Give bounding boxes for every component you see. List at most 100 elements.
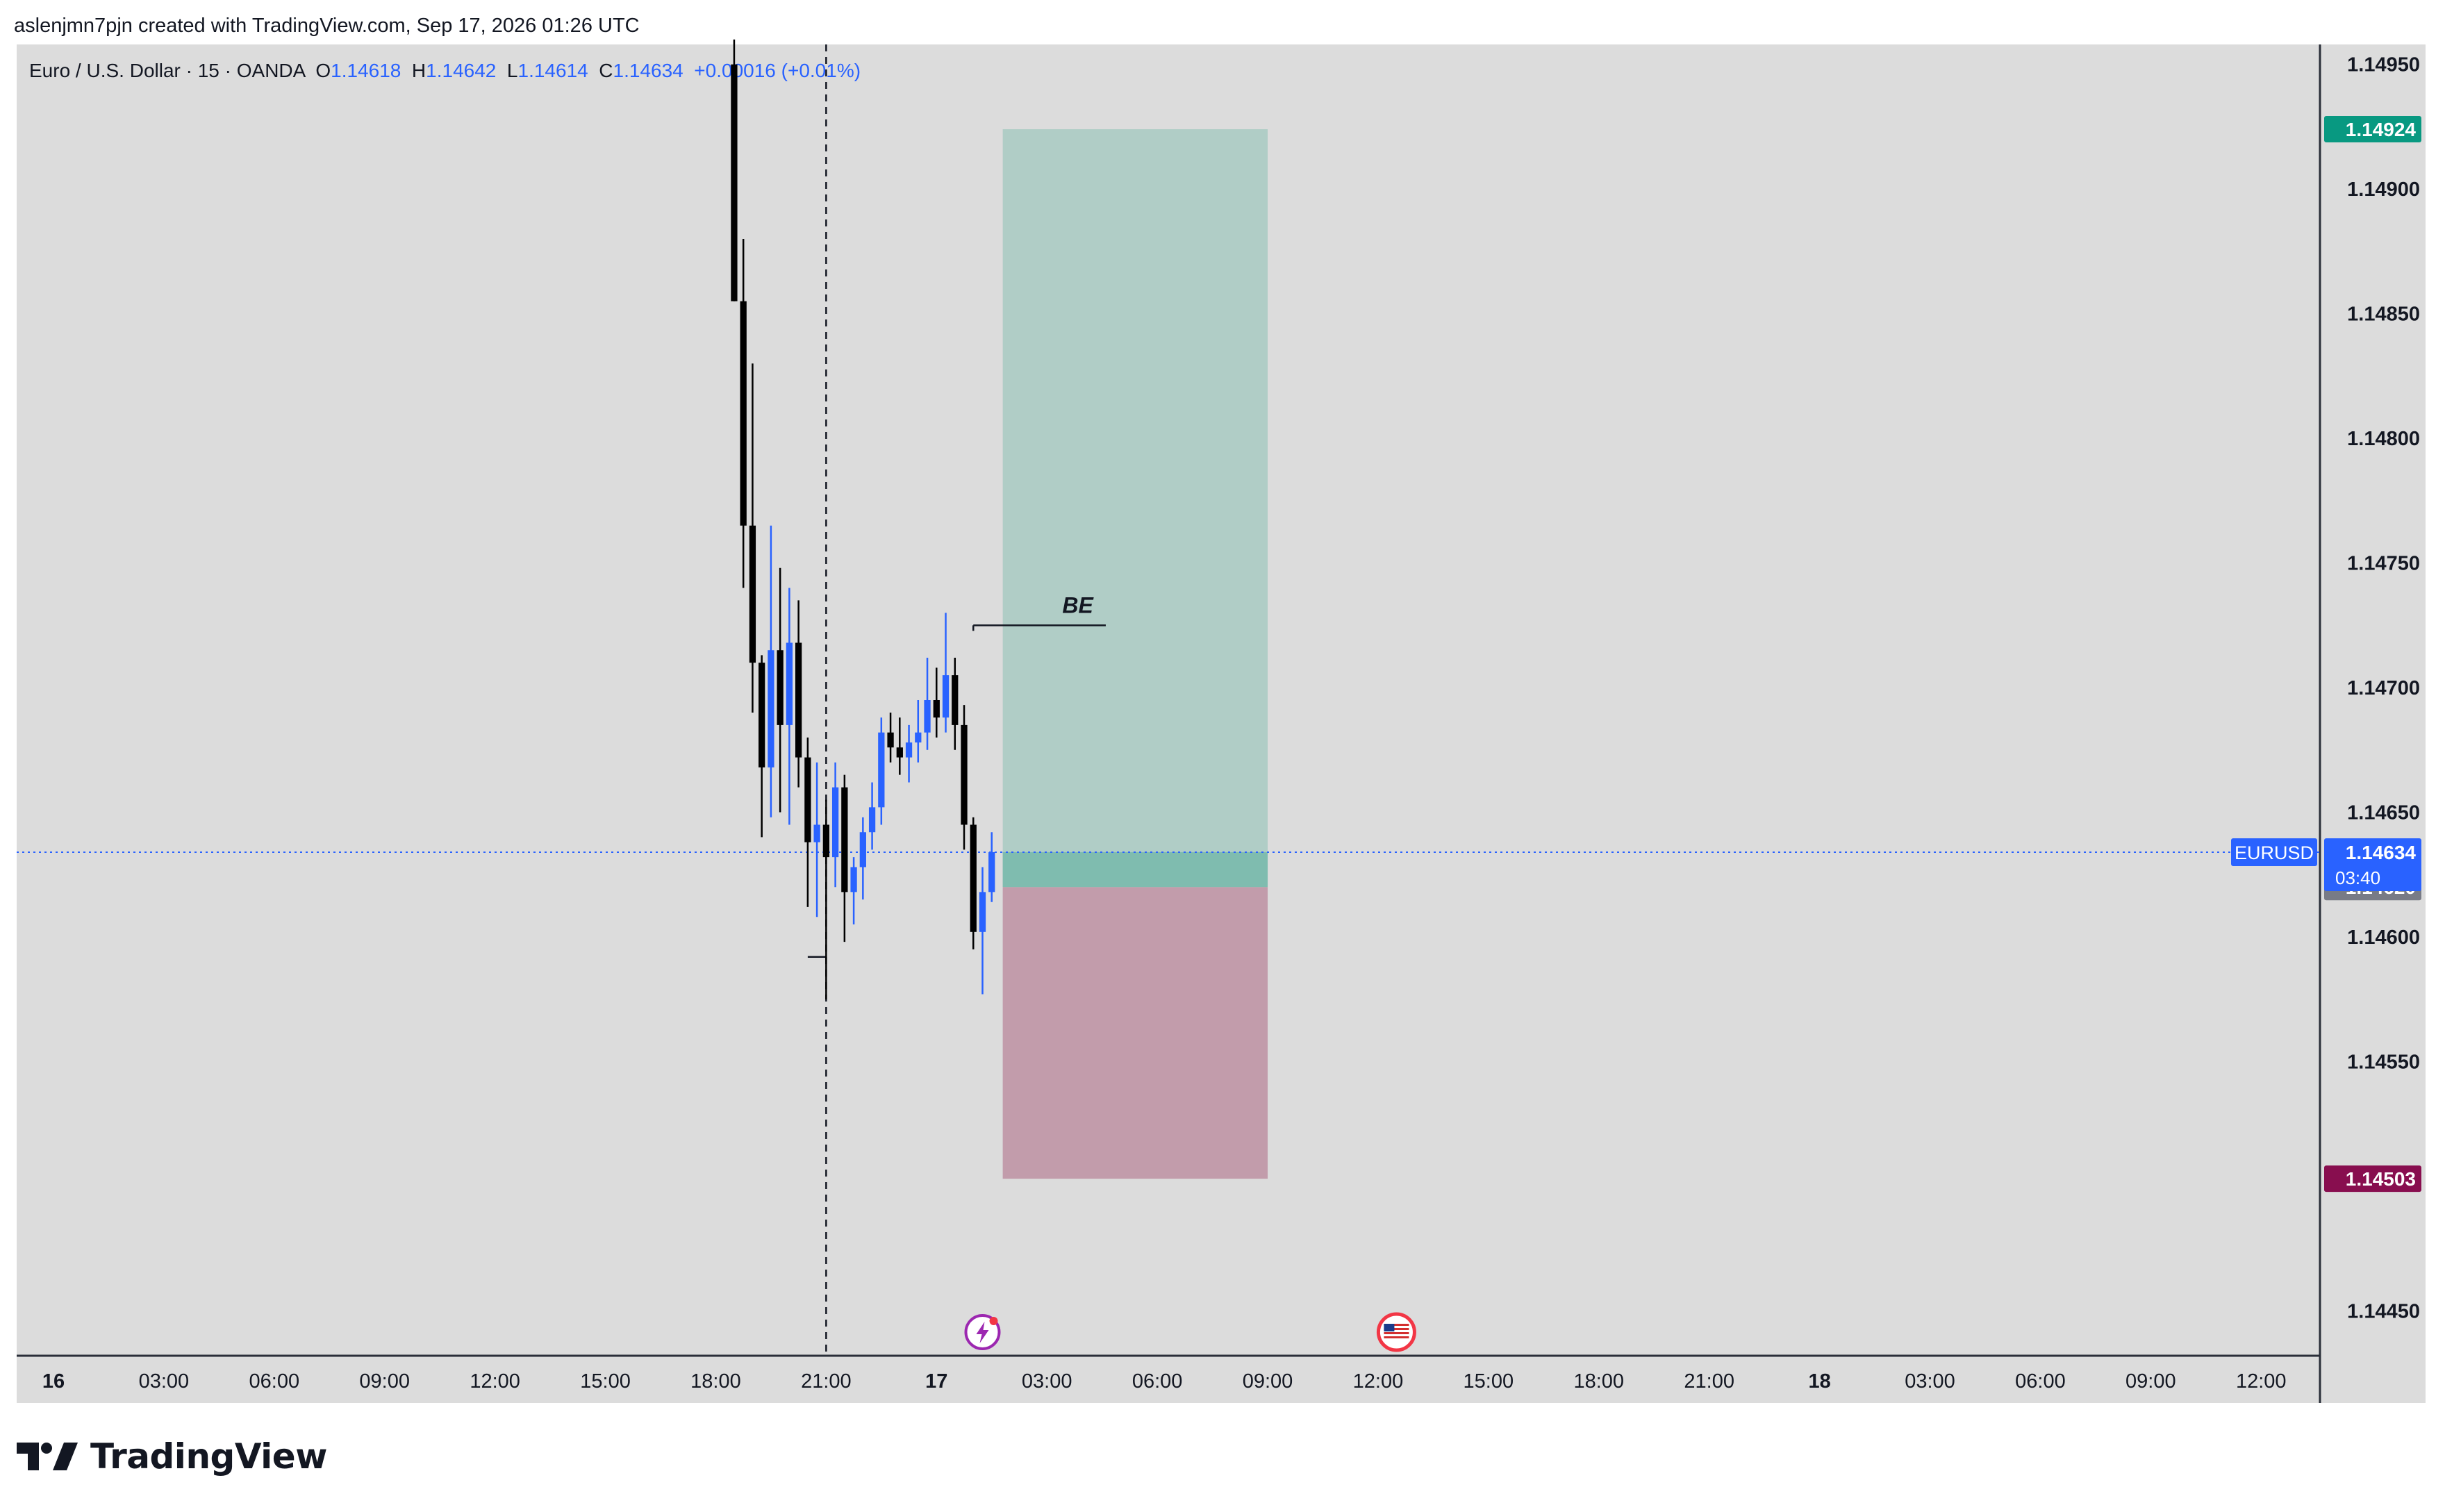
flag-stripe	[1384, 1324, 1409, 1326]
bear-candle-body	[896, 747, 903, 758]
lightning-bolt	[976, 1322, 989, 1343]
bull-candle-body	[924, 700, 931, 733]
time-tick-label: 16	[42, 1370, 65, 1393]
bear-candle-body	[887, 732, 894, 748]
bear-candle-body	[795, 642, 802, 758]
bull-candle-body	[915, 732, 922, 743]
flag-stripe	[1384, 1336, 1409, 1338]
time-tick-label: 03:00	[1905, 1370, 1955, 1393]
countdown-label: 03:40	[2335, 867, 2380, 888]
bull-candle-body	[988, 851, 995, 892]
current-price-badge: 1.14634	[2346, 842, 2417, 863]
price-tick-label: 1.14850	[2347, 304, 2420, 326]
legend-low-value: 1.14614	[518, 60, 599, 81]
bull-candle-body	[859, 832, 866, 867]
legend-close-value: 1.14634	[613, 60, 695, 81]
legend-high-label: H	[412, 60, 426, 81]
bear-candle-body	[740, 301, 747, 526]
time-tick-label: 06:00	[1132, 1370, 1183, 1393]
bull-candle-body	[878, 732, 885, 808]
bull-candle-body	[813, 824, 820, 842]
open-pnl-zone	[1002, 851, 1268, 888]
target-price-badge-bg	[2324, 116, 2421, 143]
bear-candle-body	[841, 787, 848, 892]
bull-candle-body	[831, 787, 839, 858]
bear-candle-body	[952, 675, 959, 725]
time-tick-label: 12:00	[2236, 1370, 2287, 1393]
us-flag-event-icon[interactable]	[1376, 1312, 1416, 1352]
bear-candle-body	[822, 824, 830, 858]
symbol-tag-bg	[2231, 838, 2317, 866]
legend-high-value: 1.14642	[426, 60, 507, 81]
bull-candle-body	[768, 650, 774, 767]
bear-candle-body	[777, 650, 784, 725]
current-price-badge-bg	[2324, 838, 2421, 891]
legend-open-value: 1.14618	[331, 60, 412, 81]
flag-stripe	[1384, 1328, 1409, 1330]
bull-candle-body	[905, 742, 913, 758]
flag-stripe	[1384, 1332, 1409, 1334]
time-tick-label: 09:00	[1243, 1370, 1293, 1393]
time-tick-label: 18:00	[1573, 1370, 1624, 1393]
target-price-badge: 1.14924	[2346, 119, 2417, 140]
price-tick-label: 1.14950	[2347, 54, 2420, 76]
lightning-event-icon[interactable]	[964, 1314, 1001, 1350]
time-tick-label: 18:00	[690, 1370, 741, 1393]
time-tick-label: 06:00	[2015, 1370, 2066, 1393]
stop-price-badge-bg	[2324, 1165, 2421, 1193]
bear-candle-body	[759, 663, 765, 767]
time-tick-label: 03:00	[139, 1370, 190, 1393]
legend-low-label: L	[507, 60, 518, 81]
legend-open-label: O	[315, 60, 331, 81]
legend-symbol: Euro / U.S. Dollar · 15 · OANDA	[29, 60, 315, 81]
bull-candle-body	[979, 892, 986, 932]
time-tick-label: 06:00	[249, 1370, 300, 1393]
legend-close-label: C	[599, 60, 613, 81]
time-tick-label: 21:00	[801, 1370, 852, 1393]
bull-candle-body	[786, 642, 793, 725]
price-tick-label: 1.14700	[2347, 677, 2420, 699]
bear-candle-body	[731, 64, 738, 301]
price-tick-label: 1.14750	[2347, 553, 2420, 575]
time-tick-label: 12:00	[1353, 1370, 1404, 1393]
bull-candle-body	[942, 675, 950, 718]
tradingview-brand[interactable]: TradingView	[17, 1432, 327, 1481]
symbol-tag: EURUSD	[2235, 842, 2314, 863]
price-tick-label: 1.14800	[2347, 428, 2420, 450]
time-axis-pane[interactable]	[17, 1356, 2320, 1403]
flag-canton	[1384, 1324, 1395, 1331]
time-tick-label: 15:00	[1464, 1370, 1514, 1393]
price-tick-label: 1.14900	[2347, 178, 2420, 201]
time-tick-label: 09:00	[2125, 1370, 2176, 1393]
be-annotation-label: BE	[1062, 592, 1094, 617]
profit-zone[interactable]	[1002, 129, 1268, 888]
tradingview-logo-icon	[17, 1443, 78, 1470]
event-dot	[989, 1317, 998, 1325]
price-axis-pane[interactable]	[2320, 44, 2426, 1356]
price-tick-label: 1.14550	[2347, 1051, 2420, 1073]
price-tick-label: 1.14450	[2347, 1300, 2420, 1322]
brand-name: TradingView	[90, 1436, 327, 1477]
time-tick-label: 09:00	[359, 1370, 410, 1393]
time-tick-label: 18	[1808, 1370, 1830, 1393]
bull-candle-body	[850, 867, 857, 892]
time-tick-label: 15:00	[580, 1370, 631, 1393]
price-tick-label: 1.14600	[2347, 927, 2420, 949]
price-tick-label: 1.14650	[2347, 802, 2420, 824]
time-tick-label: 12:00	[470, 1370, 520, 1393]
bear-candle-body	[970, 824, 977, 932]
stop-price-badge: 1.14503	[2346, 1168, 2416, 1190]
time-tick-label: 21:00	[1684, 1370, 1734, 1393]
legend-change-value: +0.00016 (+0.01%)	[694, 60, 861, 81]
bear-candle-body	[961, 724, 968, 825]
time-tick-label: 17	[925, 1370, 947, 1393]
axis-corner	[2320, 1356, 2426, 1403]
attribution-text: aslenjmn7pjn created with TradingView.co…	[14, 15, 640, 37]
bear-candle-body	[749, 525, 756, 663]
loss-zone[interactable]	[1002, 887, 1268, 1179]
ohlc-legend: Euro / U.S. Dollar · 15 · OANDA O1.14618…	[29, 60, 861, 81]
bull-candle-body	[868, 807, 876, 833]
time-tick-label: 03:00	[1022, 1370, 1072, 1393]
